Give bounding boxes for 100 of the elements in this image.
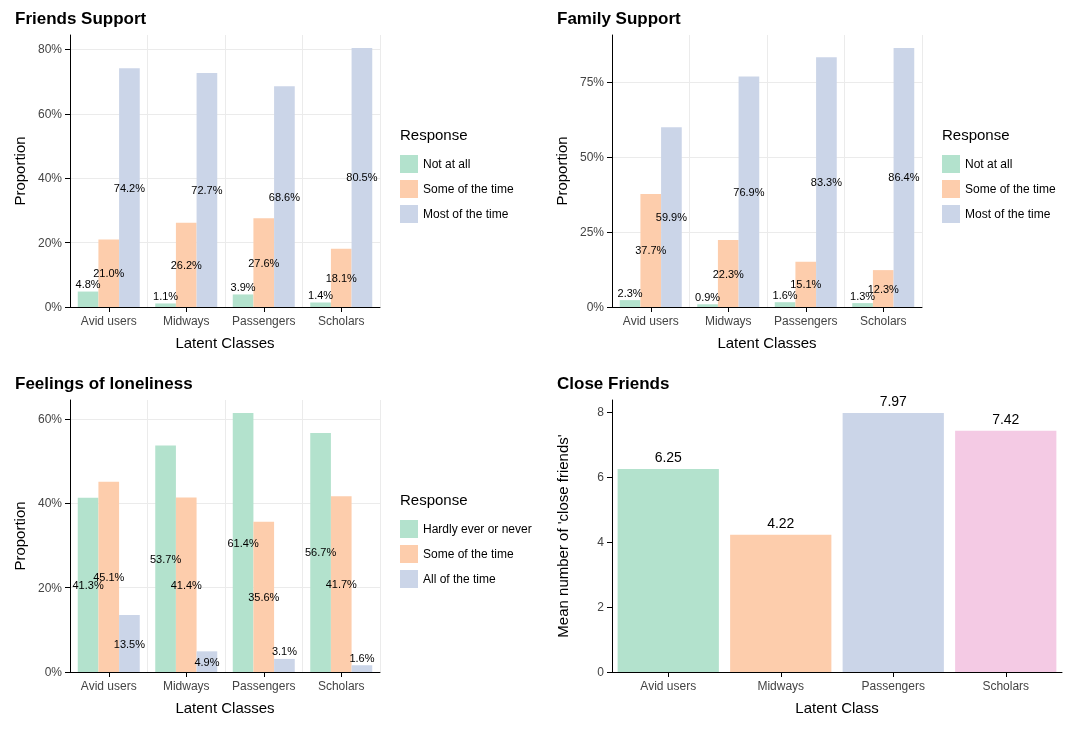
- x-axis-title: Latent Classes: [175, 334, 275, 351]
- x-axis-title: Latent Classes: [175, 699, 275, 716]
- x-tick-label: Passengers: [232, 314, 296, 328]
- chart-title: Family Support: [557, 9, 682, 28]
- data-label: 1.6%: [349, 651, 375, 664]
- legend-label: Not at all: [423, 157, 471, 171]
- bar: [730, 534, 832, 672]
- legend-label: Some of the time: [423, 547, 515, 561]
- chart-title: Close Friends: [557, 374, 670, 393]
- chart-title: Feelings of loneliness: [15, 374, 193, 393]
- x-tick-label: Midways: [757, 679, 805, 693]
- y-tick-label: 80%: [37, 42, 63, 57]
- bar: [955, 430, 1057, 672]
- data-label: 1.1%: [153, 289, 179, 302]
- data-label: 3.1%: [271, 645, 298, 658]
- data-label: 83.3%: [810, 176, 843, 189]
- y-axis-title: Proportion: [11, 136, 29, 206]
- x-tick-label: Midways: [162, 679, 210, 693]
- y-tick-label: 60%: [37, 411, 63, 426]
- legend-label: Not at all: [965, 157, 1013, 171]
- bar: [155, 303, 176, 307]
- y-tick-label: 75%: [579, 75, 605, 90]
- legend-title: Response: [400, 126, 468, 143]
- legend-label: Most of the time: [423, 207, 509, 221]
- bar: [310, 302, 331, 307]
- x-tick-label: Scholars: [317, 314, 365, 328]
- data-label: 1.6%: [772, 288, 798, 301]
- bar: [619, 300, 641, 307]
- x-tick-label: Passengers: [774, 314, 838, 328]
- data-label: 86.4%: [888, 171, 920, 184]
- y-tick-label: 50%: [579, 150, 605, 165]
- y-tick-label: 40%: [37, 171, 63, 186]
- x-tick-label: Midways: [162, 314, 210, 328]
- y-tick-label: 8: [597, 405, 605, 420]
- data-label: 0.9%: [695, 290, 721, 303]
- data-label: 37.7%: [635, 244, 667, 257]
- x-tick-label: Avid users: [622, 314, 679, 328]
- bar: [697, 304, 718, 307]
- bar: [842, 413, 944, 672]
- data-label: 4.22: [767, 514, 795, 531]
- x-tick-label: Scholars: [859, 314, 907, 328]
- data-label: 15.1%: [790, 278, 822, 291]
- y-tick-label: 60%: [37, 106, 63, 121]
- y-tick-label: 6: [597, 470, 605, 485]
- data-label: 4.8%: [75, 278, 101, 291]
- y-tick-label: 0%: [44, 665, 63, 679]
- bar: [232, 294, 254, 307]
- legend-title: Response: [400, 491, 468, 508]
- y-tick-label: 0%: [586, 300, 605, 314]
- x-tick-label: Midways: [704, 314, 752, 328]
- bar: [774, 302, 796, 307]
- y-tick-label: 25%: [579, 225, 605, 240]
- bar: [77, 291, 99, 307]
- data-label: 13.5%: [113, 637, 146, 650]
- x-axis-title: Latent Classes: [717, 334, 817, 351]
- bar: [274, 658, 295, 672]
- bar: [852, 303, 873, 307]
- x-tick-label: Passengers: [861, 679, 925, 693]
- data-label: 76.9%: [733, 185, 765, 198]
- data-label: 7.97: [879, 393, 908, 409]
- data-label: 7.42: [992, 410, 1020, 427]
- data-label: 2.3%: [617, 286, 643, 299]
- data-label: 4.9%: [194, 655, 220, 668]
- legend-label: Most of the time: [965, 207, 1051, 221]
- x-axis-title: Latent Class: [795, 699, 879, 716]
- y-tick-label: 0%: [44, 300, 63, 314]
- y-tick-label: 40%: [37, 496, 63, 511]
- data-label: 21.0%: [93, 267, 125, 280]
- y-tick-label: 4: [597, 535, 605, 550]
- y-tick-label: 0: [597, 665, 605, 679]
- x-tick-label: Avid users: [640, 679, 697, 693]
- data-label: 35.6%: [248, 590, 280, 603]
- y-tick-label: 20%: [37, 235, 63, 250]
- data-label: 61.4%: [227, 536, 259, 549]
- y-axis-title: Proportion: [553, 136, 571, 206]
- y-tick-label: 20%: [37, 580, 63, 595]
- data-label: 41.7%: [325, 578, 358, 591]
- data-label: 80.5%: [346, 171, 378, 184]
- bar: [351, 665, 373, 672]
- data-label: 3.9%: [230, 280, 256, 293]
- x-tick-label: Avid users: [80, 314, 137, 328]
- chart-title: Friends Support: [15, 9, 147, 28]
- y-axis-title: Mean number of 'close friends': [554, 434, 571, 638]
- data-label: 22.3%: [712, 267, 745, 280]
- legend-label: Hardly ever or never: [423, 522, 532, 536]
- data-label: 27.6%: [248, 256, 280, 269]
- bar: [617, 468, 719, 672]
- y-axis-title: Proportion: [11, 501, 29, 571]
- legend-label: All of the time: [423, 572, 497, 586]
- data-label: 53.7%: [149, 552, 182, 565]
- data-label: 1.4%: [308, 288, 334, 301]
- x-tick-label: Avid users: [80, 679, 137, 693]
- legend-label: Some of the time: [423, 182, 515, 196]
- x-tick-label: Scholars: [982, 679, 1030, 693]
- data-label: 74.2%: [113, 181, 146, 194]
- y-tick-label: 2: [597, 600, 605, 615]
- x-tick-label: Passengers: [232, 679, 296, 693]
- data-label: 26.2%: [170, 258, 203, 271]
- data-label: 56.7%: [304, 546, 337, 559]
- data-label: 6.25: [654, 448, 683, 465]
